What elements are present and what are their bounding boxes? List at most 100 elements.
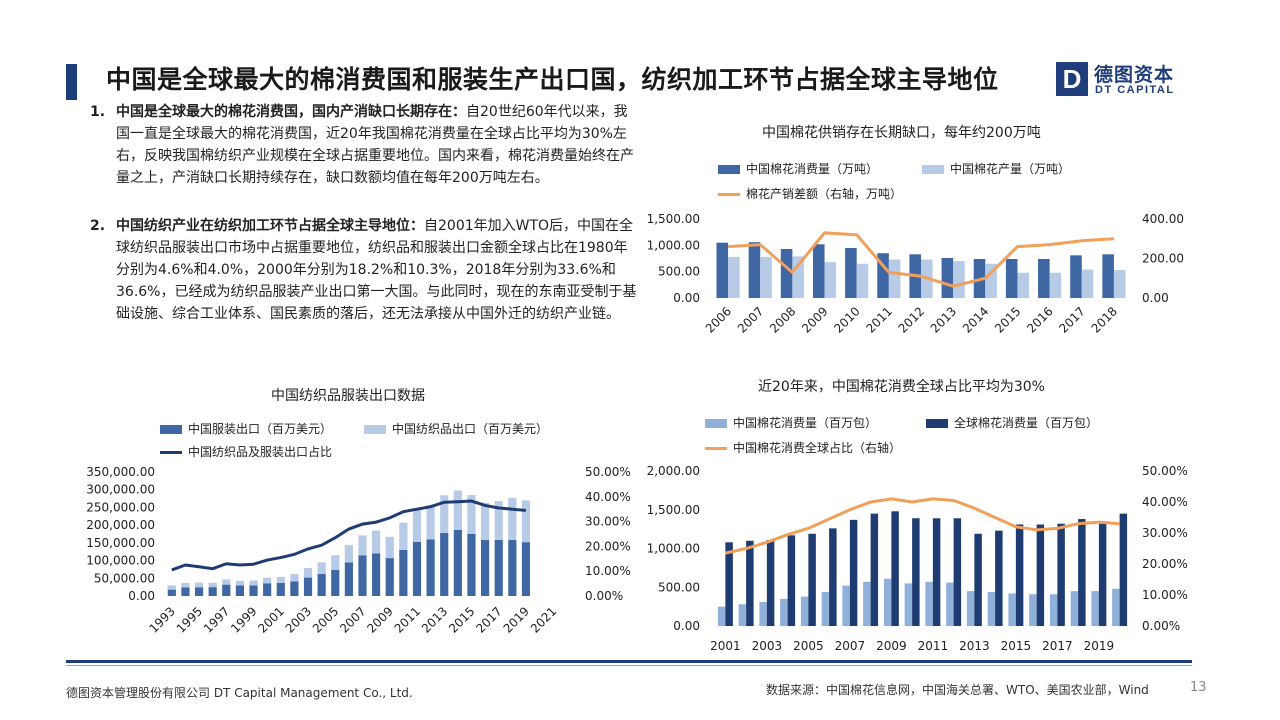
bar-consumption [941, 257, 954, 298]
bar-global-consumption [787, 535, 796, 626]
bar-apparel-export [385, 558, 394, 596]
legend-swatch [718, 165, 740, 174]
bar-china-consumption [946, 582, 954, 626]
y-left-tick-label: 150,000.00 [86, 536, 155, 550]
bar-apparel-export [263, 583, 272, 596]
bar-consumption [1102, 254, 1114, 298]
title-accent-bar [66, 64, 77, 100]
x-tick-label: 1993 [146, 604, 177, 635]
y-right-tick-label: 30.00% [1142, 526, 1188, 540]
bar-china-consumption [883, 578, 892, 626]
bar-apparel-export [412, 541, 422, 596]
bar-apparel-export [399, 549, 408, 596]
x-tick-label: 2015 [1001, 639, 1032, 653]
bar-textile-export [467, 495, 476, 534]
bar-global-consumption [891, 511, 899, 626]
x-tick-label: 2007 [337, 604, 368, 635]
bar-apparel-export [222, 584, 231, 596]
bar-production [728, 256, 740, 298]
paragraph-text: 自2001年加入WTO后，中国在全球纺织品服装出口市场中占据重要地位，纺织品和服… [116, 218, 637, 322]
bar-textile-export [235, 580, 244, 586]
y-left-tick-label: 350,000.00 [86, 465, 155, 479]
x-tick-label: 2019 [1084, 639, 1115, 653]
bar-consumption [1070, 255, 1082, 298]
bar-apparel-export [290, 581, 299, 596]
bar-textile-export [249, 580, 258, 586]
bar-china-consumption [1112, 588, 1120, 626]
x-tick-label: 2005 [310, 604, 341, 635]
bar-global-consumption [1057, 523, 1065, 626]
x-tick-label: 2018 [1089, 304, 1120, 335]
x-tick-label: 2001 [710, 639, 741, 653]
y-left-tick-label: 2,000.00 [647, 464, 700, 478]
y-right-tick-label: 30.00% [585, 515, 631, 529]
bar-china-consumption [863, 581, 871, 626]
bar-china-consumption [821, 591, 830, 626]
x-tick-label: 2006 [703, 304, 734, 335]
bar-apparel-export [317, 574, 326, 596]
y-right-tick-label: 0.00% [585, 589, 623, 603]
x-tick-label: 2007 [735, 304, 766, 335]
logo-mark: D [1056, 62, 1088, 96]
bar-global-consumption [912, 518, 920, 626]
bar-global-consumption [1098, 523, 1107, 626]
bar-global-consumption [932, 518, 941, 626]
bar-consumption [780, 249, 793, 298]
bar-textile-export [167, 585, 176, 590]
y-left-tick-label: 50,000.00 [94, 571, 155, 585]
bar-consumption [845, 247, 857, 298]
y-right-tick-label: 400.00 [1142, 212, 1184, 226]
bar-global-consumption [1078, 519, 1086, 626]
bar-apparel-export [467, 534, 476, 596]
bar-china-consumption [800, 596, 809, 626]
bar-global-consumption [808, 533, 816, 626]
chart-title-textile-export: 中国纺织品服装出口数据 [271, 388, 425, 404]
bar-global-consumption [953, 518, 962, 626]
y-right-tick-label: 40.00% [1142, 495, 1188, 509]
bar-production [856, 263, 869, 298]
bar-global-consumption [766, 539, 775, 626]
legend-label: 中国纺织品出口（百万美元） [392, 422, 549, 436]
bar-global-consumption [746, 540, 754, 626]
bar-textile-export [208, 582, 217, 588]
legend-label: 中国服装出口（百万美元） [188, 422, 333, 436]
bar-china-consumption [1008, 593, 1016, 626]
bar-china-consumption [780, 598, 788, 626]
y-left-tick-label: 250,000.00 [86, 500, 155, 514]
paragraph-text: 自20世纪60年代以来，我国一直是全球最大的棉花消费国，近20年我国棉花消费量在… [116, 104, 634, 186]
bar-textile-export [385, 536, 394, 559]
y-right-tick-label: 200.00 [1142, 252, 1184, 266]
bar-textile-export [331, 555, 340, 570]
bar-global-consumption [849, 519, 858, 626]
y-right-tick-label: 0.00% [1142, 619, 1180, 633]
chart-title-cotton-gap: 中国棉花供销存在长期缺口，每年约200万吨 [762, 125, 1041, 141]
legend-label: 棉花产销差额（右轴，万吨） [746, 187, 903, 201]
bar-apparel-export [303, 577, 313, 596]
legend-item: 中国纺织品及服装出口占比 [160, 443, 332, 460]
y-left-tick-label: 1,000.00 [647, 542, 700, 556]
bar-china-consumption [966, 591, 975, 626]
y-left-tick-label: 0.00 [673, 291, 700, 305]
x-tick-label: 2014 [960, 304, 991, 335]
bar-textile-export [194, 582, 204, 588]
y-left-tick-label: 100,000.00 [86, 554, 155, 568]
chart-title-cotton-share: 近20年来，中国棉花消费全球占比平均为30% [758, 379, 1045, 395]
logo-english-name: DT CAPITAL [1095, 84, 1175, 96]
bar-global-consumption [1015, 524, 1024, 626]
bar-consumption [716, 242, 729, 298]
bar-apparel-export [249, 585, 258, 596]
y-left-tick-label: 0.00 [673, 619, 700, 633]
x-tick-label: 2017 [473, 604, 504, 635]
x-tick-label: 2015 [446, 604, 477, 635]
bar-production [1017, 272, 1030, 298]
paragraph-lead: 中国纺织产业在纺织加工环节占据全球主导地位： [116, 218, 424, 234]
y-right-tick-label: 0.00 [1142, 291, 1169, 305]
legend-swatch [926, 419, 948, 428]
bar-consumption [877, 253, 889, 298]
bar-consumption [1005, 259, 1018, 298]
page-title: 中国是全球最大的棉消费国和服装生产出口国，纺织加工环节占据全球主导地位 [106, 65, 999, 94]
legend-label: 中国棉花消费全球占比（右轴） [733, 441, 902, 455]
x-tick-label: 2007 [835, 639, 866, 653]
line-gap [727, 231, 1115, 288]
